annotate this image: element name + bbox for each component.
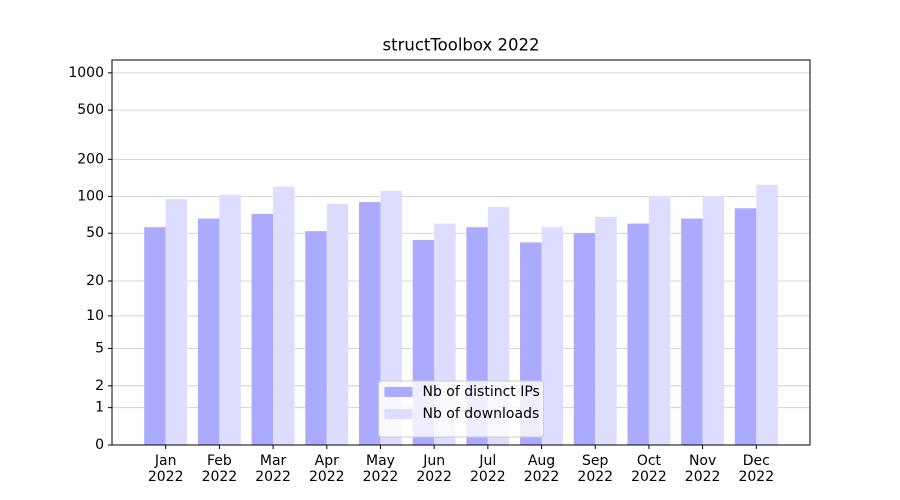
y-tick-label: 1000 [68, 65, 104, 81]
y-tick-label: 10 [86, 308, 104, 324]
bar [165, 199, 188, 445]
bar [305, 231, 327, 445]
x-tick-label: Jan 2022 [148, 453, 184, 485]
x-tick-label: Oct 2022 [631, 453, 667, 485]
x-tick-label: Feb 2022 [202, 453, 238, 485]
bar [326, 203, 349, 445]
bar [273, 186, 295, 445]
bar [681, 218, 703, 445]
x-tick-label: Jul 2022 [470, 453, 506, 485]
legend-swatch [384, 387, 413, 397]
y-tick-label: 200 [77, 151, 104, 167]
legend-label: Nb of distinct IPs [423, 384, 540, 400]
y-tick-label: 100 [77, 188, 104, 204]
y-tick-label: 500 [77, 102, 104, 118]
bar [734, 208, 757, 445]
x-tick-label: Nov 2022 [685, 453, 721, 485]
y-tick-label: 2 [95, 378, 104, 394]
chart-title: structToolbox 2022 [383, 36, 540, 55]
y-tick-label: 20 [86, 273, 104, 289]
bar [702, 195, 725, 445]
x-tick-label: Sep 2022 [577, 453, 613, 485]
x-tick-label: Jun 2022 [416, 453, 452, 485]
y-tick-label: 5 [95, 340, 104, 356]
x-tick-label: Aug 2022 [524, 453, 560, 485]
x-tick-label: May 2022 [363, 453, 399, 485]
legend-label: Nb of downloads [423, 406, 540, 422]
bar [756, 184, 778, 445]
y-tick-label: 50 [86, 225, 104, 241]
y-tick-label: 0 [95, 437, 104, 453]
legend-box [378, 380, 544, 438]
bar [144, 227, 166, 445]
legend-swatch [384, 409, 413, 419]
bar [358, 202, 381, 445]
bar [219, 194, 241, 445]
x-tick-label: Dec 2022 [738, 453, 774, 485]
bar [251, 213, 274, 445]
bar [197, 218, 220, 445]
bar [595, 216, 617, 445]
bar [541, 227, 564, 445]
x-tick-label: Mar 2022 [255, 453, 291, 485]
bar [627, 223, 649, 445]
plot-frame [111, 59, 811, 446]
bar [648, 195, 671, 445]
bar [573, 233, 596, 445]
x-tick-label: Apr 2022 [309, 453, 345, 485]
y-tick-label: 1 [95, 400, 104, 416]
